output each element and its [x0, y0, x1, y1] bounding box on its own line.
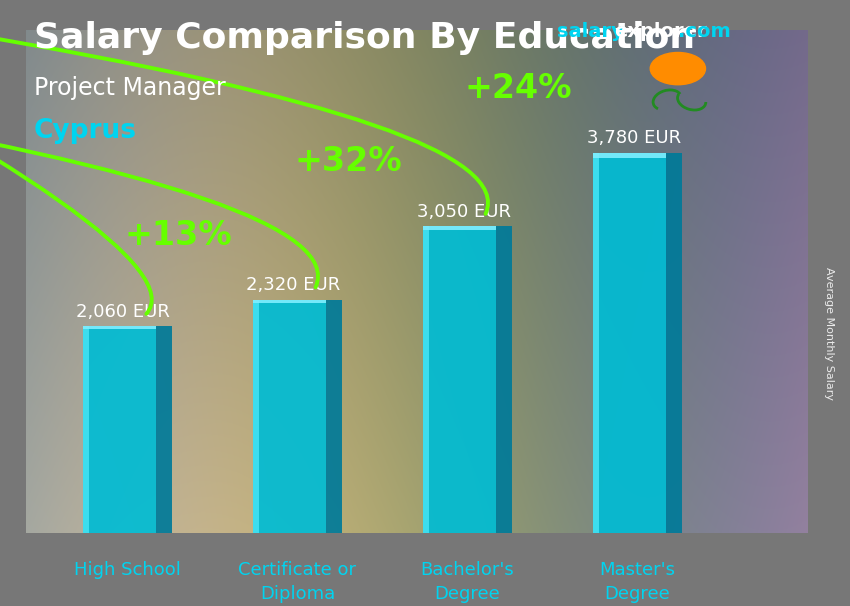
- Text: explorer: explorer: [615, 22, 707, 41]
- Text: +24%: +24%: [465, 72, 572, 105]
- Bar: [253, 300, 326, 533]
- Bar: [593, 153, 666, 158]
- Bar: [496, 227, 512, 533]
- Text: +13%: +13%: [125, 219, 232, 251]
- Bar: [593, 153, 599, 533]
- Text: +32%: +32%: [295, 145, 402, 178]
- Text: Project Manager: Project Manager: [34, 76, 226, 100]
- Text: Certificate or
Diploma: Certificate or Diploma: [239, 561, 356, 603]
- Bar: [666, 153, 682, 533]
- Text: salary: salary: [557, 22, 624, 41]
- Text: .com: .com: [678, 22, 731, 41]
- Text: High School: High School: [74, 561, 181, 579]
- Bar: [326, 300, 342, 533]
- Bar: [83, 326, 156, 533]
- Bar: [253, 300, 326, 303]
- Text: 3,050 EUR: 3,050 EUR: [416, 203, 511, 221]
- Text: 3,780 EUR: 3,780 EUR: [586, 130, 681, 147]
- Text: Master's
Degree: Master's Degree: [599, 561, 676, 603]
- Text: 2,060 EUR: 2,060 EUR: [76, 302, 170, 321]
- Bar: [423, 227, 496, 533]
- Text: Salary Comparison By Education: Salary Comparison By Education: [34, 21, 695, 55]
- Bar: [593, 153, 666, 533]
- Bar: [156, 326, 172, 533]
- Ellipse shape: [650, 53, 706, 85]
- Text: 2,320 EUR: 2,320 EUR: [246, 276, 341, 295]
- Bar: [423, 227, 496, 230]
- Bar: [253, 300, 259, 533]
- Text: Bachelor's
Degree: Bachelor's Degree: [421, 561, 514, 603]
- Bar: [423, 227, 429, 533]
- Text: Cyprus: Cyprus: [34, 118, 137, 144]
- Bar: [83, 326, 156, 328]
- Text: Average Monthly Salary: Average Monthly Salary: [824, 267, 834, 400]
- Bar: [83, 326, 89, 533]
